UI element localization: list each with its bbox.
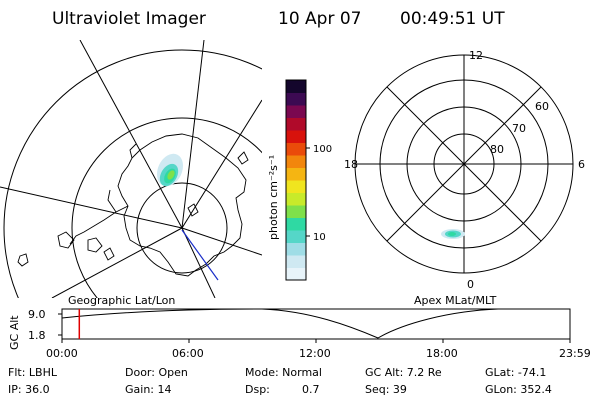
filter-label: Flt: LBHL [8, 366, 58, 379]
gain-label: Gain: 14 [125, 383, 172, 396]
colorbar-cell [286, 255, 306, 268]
dsp-value: 0.7 [302, 383, 320, 396]
coastline [17, 133, 249, 277]
altitude-timeline[interactable] [58, 308, 571, 343]
magnetic-caption: Apex MLat/MLT [414, 294, 497, 307]
lon-line [181, 99, 262, 229]
colorbar-cell [286, 142, 306, 156]
glat-label: GLat: -74.1 [485, 366, 546, 379]
mode-label: Mode: Normal [245, 366, 322, 379]
colorbar: 100 10 photon cm⁻²s⁻¹ [267, 79, 332, 281]
time-tick-0600: 06:00 [172, 347, 204, 360]
colorbar-cell [286, 92, 306, 106]
colorbar-cell [286, 180, 306, 193]
mlt-label-0: 0 [467, 278, 474, 291]
colorbar-tick-100: 100 [313, 144, 332, 155]
altitude-curve [61, 308, 570, 339]
mlat-mlt-plot[interactable] [354, 54, 574, 274]
alt-tick-top: 9.0 [28, 308, 46, 321]
dsp-label: Dsp: [245, 383, 270, 396]
colorbar-cell [286, 80, 306, 93]
colorbar-tick-10: 10 [313, 232, 326, 243]
glon-label: GLon: 352.4 [485, 383, 552, 396]
colorbar-cell [286, 192, 306, 206]
timeline-ylabel: GC Alt [8, 315, 21, 350]
colorbar-cell [286, 230, 306, 243]
gc-alt-label: GC Alt: 7.2 Re [365, 366, 442, 379]
lat-circle [3, 49, 262, 298]
lat-circle [136, 182, 228, 274]
colorbar-unit-label: photon cm⁻²s⁻¹ [267, 155, 280, 240]
lon-line [0, 186, 183, 229]
mlat-label-70: 70 [512, 122, 526, 135]
lon-line [79, 40, 183, 229]
lat-circle [71, 117, 262, 298]
colorbar-cell [286, 242, 306, 256]
colorbar-gradient [286, 80, 306, 281]
colorbar-cell [286, 205, 306, 218]
seq-label: Seq: 39 [365, 383, 407, 396]
lon-line [181, 40, 205, 229]
lon-line [181, 227, 216, 298]
mlt-diag [386, 86, 542, 242]
aurora-blob-magnetic [441, 229, 465, 239]
aurora-blob-geographic [156, 153, 184, 187]
colorbar-cell [286, 105, 306, 118]
geographic-map[interactable] [0, 40, 360, 400]
colorbar-cell [286, 167, 306, 181]
mlt-label-18: 18 [344, 158, 358, 171]
colorbar-cell [286, 130, 306, 143]
alt-tick-bottom: 1.8 [28, 329, 46, 342]
mlat-label-80: 80 [490, 143, 504, 156]
colorbar-cell [286, 155, 306, 168]
time-tick-1800: 18:00 [426, 347, 458, 360]
time-tick-0000: 00:00 [46, 347, 78, 360]
mlat-label-60: 60 [535, 100, 549, 113]
app-title: Ultraviolet Imager [52, 9, 206, 29]
date-label: 10 Apr 07 [278, 9, 361, 29]
timeline-frame [61, 308, 571, 340]
time-tick-2359: 23:59 [559, 347, 591, 360]
colorbar-cell [286, 117, 306, 131]
time-label: 00:49:51 UT [400, 9, 505, 29]
colorbar-cell [286, 267, 306, 281]
colorbar-cell [286, 217, 306, 231]
lon-line [51, 227, 183, 298]
door-label: Door: Open [125, 366, 188, 379]
geographic-caption: Geographic Lat/Lon [68, 294, 175, 307]
lon-line [181, 227, 262, 256]
mlt-label-12: 12 [469, 49, 483, 62]
spacecraft-track [181, 229, 219, 281]
mlt-label-6: 6 [578, 158, 585, 171]
ip-label: IP: 36.0 [8, 383, 50, 396]
colorbar-frame [285, 79, 307, 281]
time-tick-1200: 12:00 [299, 347, 331, 360]
